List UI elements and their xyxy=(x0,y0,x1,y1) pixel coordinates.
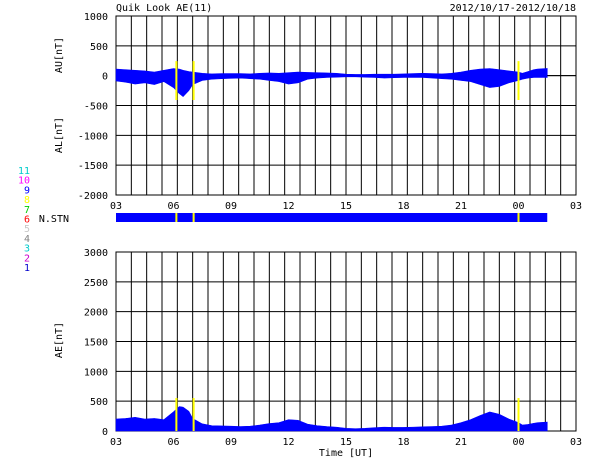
aual-panel-y-tick-label: -2000 xyxy=(78,191,108,202)
station-legend-item: 9 xyxy=(24,185,30,196)
aual-panel-x-tick-label: 03 xyxy=(570,201,582,212)
station-legend-item: 6 xyxy=(24,215,30,226)
ae-panel-x-tick-label: 00 xyxy=(512,437,524,448)
ae-panel-x-tick-label: 09 xyxy=(225,437,237,448)
aual-panel-x-tick-label: 03 xyxy=(110,201,122,212)
aual-panel-y-tick-label: -1000 xyxy=(78,131,108,142)
ae-panel-y-tick-label: 500 xyxy=(90,397,108,408)
station-legend-item: 5 xyxy=(24,224,30,235)
aual-panel-x-tick-label: 21 xyxy=(455,201,467,212)
ae-panel-y-tick-label: 1000 xyxy=(84,367,108,378)
station-legend-item: 1 xyxy=(24,263,30,274)
aual-panel-x-tick-label: 15 xyxy=(340,201,352,212)
ae-panel-x-tick-label: 03 xyxy=(110,437,122,448)
ae-panel-y-tick-label: 2500 xyxy=(84,278,108,289)
al-axis-label: AL[nT] xyxy=(54,117,65,153)
station-legend-item: 11 xyxy=(18,166,30,177)
ae-panel-y-tick-label: 0 xyxy=(102,427,108,438)
chart-title: Quik Look AE(11) xyxy=(116,3,212,14)
station-legend-item: 8 xyxy=(24,195,30,206)
date-range: 2012/10/17-2012/10/18 xyxy=(450,3,576,14)
aual-panel-x-tick-label: 18 xyxy=(397,201,409,212)
ae-panel-x-tick-label: 21 xyxy=(455,437,467,448)
aual-panel-y-tick-label: 500 xyxy=(90,42,108,53)
ae-panel-y-tick-label: 2000 xyxy=(84,308,108,319)
ae-panel-y-tick-label: 3000 xyxy=(84,248,108,259)
aual-panel-y-tick-label: 0 xyxy=(102,72,108,83)
ae-panel-x-tick-label: 15 xyxy=(340,437,352,448)
station-legend-item: 7 xyxy=(24,205,30,216)
station-bar xyxy=(116,213,548,222)
aual-series-area xyxy=(115,68,548,97)
ae-series-area xyxy=(115,406,548,432)
station-bar-gap xyxy=(517,213,520,222)
aual-panel-x-tick-label: 00 xyxy=(512,201,524,212)
station-legend-item: 3 xyxy=(24,244,30,255)
ae-axis-label: AE[nT] xyxy=(54,322,65,358)
station-legend-item: 4 xyxy=(24,234,30,245)
ae-panel-y-tick-label: 1500 xyxy=(84,338,108,349)
aual-panel-y-tick-label: -500 xyxy=(84,102,108,113)
ae-panel-x-tick-label: 03 xyxy=(570,437,582,448)
ae-panel-x-tick-label: 12 xyxy=(282,437,294,448)
station-bar-gap xyxy=(175,213,178,222)
aual-panel-x-tick-label: 06 xyxy=(167,201,179,212)
aual-panel-y-tick-label: -1500 xyxy=(78,161,108,172)
ae-panel-x-tick-label: 18 xyxy=(397,437,409,448)
aual-panel-y-tick-label: 1000 xyxy=(84,12,108,23)
station-legend-item: 2 xyxy=(24,253,30,264)
aual-panel-x-tick-label: 09 xyxy=(225,201,237,212)
station-legend-item: 10 xyxy=(18,176,30,187)
x-axis-title: Time [UT] xyxy=(319,448,373,459)
station-bar-label: N.STN xyxy=(39,214,69,225)
au-axis-label: AU[nT] xyxy=(54,37,65,73)
station-bar-gap xyxy=(192,213,195,222)
aual-panel-x-tick-label: 12 xyxy=(282,201,294,212)
ae-panel-x-tick-label: 06 xyxy=(167,437,179,448)
